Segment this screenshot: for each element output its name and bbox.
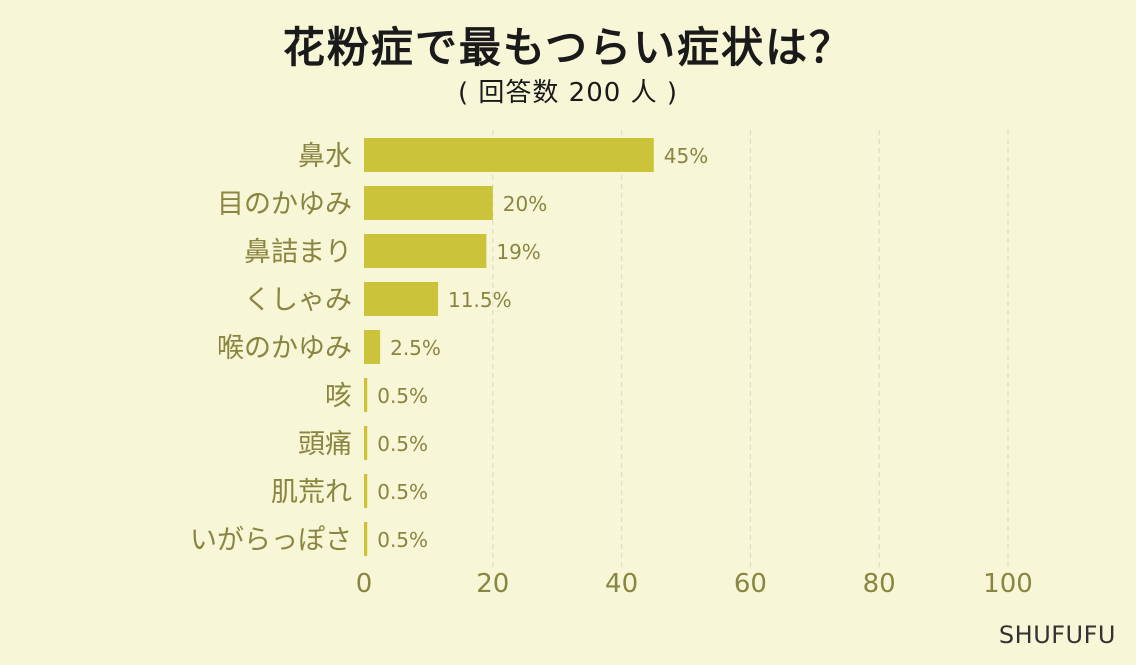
x-tick-label: 60 bbox=[734, 569, 767, 599]
bar bbox=[364, 138, 654, 172]
value-label: 11.5% bbox=[448, 288, 512, 312]
x-tick-label: 100 bbox=[983, 569, 1033, 599]
bar bbox=[364, 282, 439, 316]
value-label: 0.5% bbox=[377, 528, 428, 552]
bar bbox=[364, 186, 493, 220]
bar bbox=[364, 330, 381, 364]
category-label: いがらっぽさ bbox=[190, 525, 352, 556]
bar bbox=[364, 426, 368, 460]
category-label: 目のかゆみ bbox=[217, 189, 352, 220]
category-label: 鼻水 bbox=[298, 141, 352, 172]
value-label: 0.5% bbox=[377, 480, 428, 504]
value-label: 0.5% bbox=[377, 384, 428, 408]
brand-logo-text: SHUFUFU bbox=[998, 621, 1116, 649]
bar bbox=[364, 522, 368, 556]
chart-subtitle: ( 回答数 200 人 ) bbox=[458, 78, 678, 108]
bar bbox=[364, 234, 487, 268]
x-tick-label: 20 bbox=[476, 569, 509, 599]
category-label: 咳 bbox=[325, 381, 352, 412]
category-label: くしゃみ bbox=[244, 285, 352, 316]
value-label: 0.5% bbox=[377, 432, 428, 456]
x-tick-label: 80 bbox=[863, 569, 896, 599]
bar bbox=[364, 378, 368, 412]
category-label: 喉のかゆみ bbox=[217, 333, 352, 364]
value-label: 45% bbox=[664, 144, 708, 168]
x-tick-label: 0 bbox=[356, 569, 373, 599]
value-label: 20% bbox=[503, 192, 547, 216]
category-label: 鼻詰まり bbox=[244, 237, 352, 268]
category-label: 肌荒れ bbox=[271, 477, 352, 508]
value-label: 2.5% bbox=[390, 336, 441, 360]
value-label: 19% bbox=[496, 240, 540, 264]
bar bbox=[364, 474, 368, 508]
x-tick-label: 40 bbox=[605, 569, 638, 599]
chart-title: 花粉症で最もつらい症状は？ bbox=[282, 23, 854, 72]
category-label: 頭痛 bbox=[298, 429, 352, 460]
